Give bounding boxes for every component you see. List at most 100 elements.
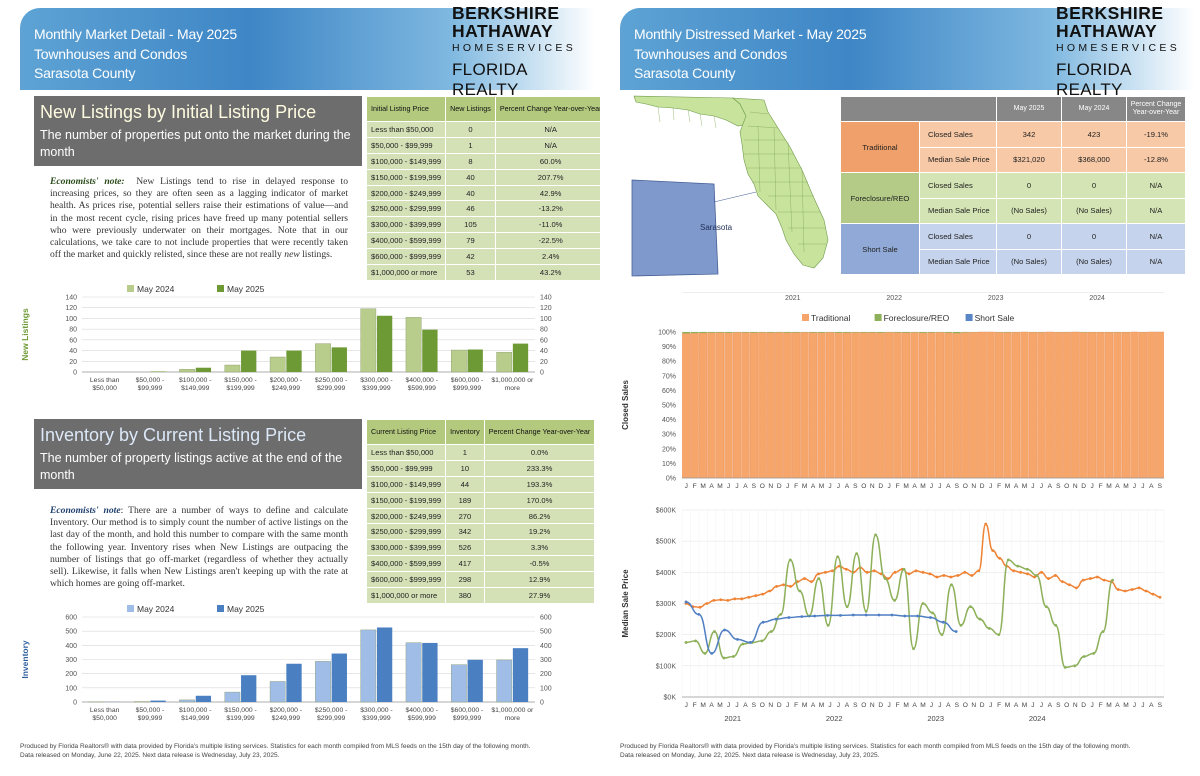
table-cell: $1,000,000 or more (367, 265, 446, 280)
y-tick-label: $500K (656, 539, 677, 546)
month-tick-label: J (938, 702, 941, 709)
x-tick-label: $250,000 -$299,999 (315, 377, 348, 392)
month-tick-label: O (963, 702, 968, 709)
table-header-row: Initial Listing Price New Listings Percent… (367, 97, 600, 121)
month-tick-label: J (888, 483, 891, 490)
bar-foreclosure (724, 332, 733, 333)
bar-traditional (944, 332, 953, 479)
month-tick-label: J (930, 702, 933, 709)
note-end: listings. (299, 249, 333, 261)
month-tick-label: M (903, 483, 909, 490)
month-tick-label: O (861, 702, 866, 709)
data-point (824, 570, 827, 574)
month-tick-label: J (888, 702, 891, 709)
month-tick-label: S (1056, 483, 1061, 490)
data-point (830, 569, 834, 573)
month-tick-label: A (1014, 702, 1019, 709)
table-cell: 105 (446, 217, 495, 233)
data-point (723, 628, 726, 632)
bar-traditional (834, 332, 843, 479)
legend-label: May 2024 (137, 285, 175, 294)
y2-tick-label: 0 (540, 700, 544, 707)
bar-may-2025 (467, 349, 483, 372)
line-short-sale (685, 601, 957, 655)
x-tick-label: Less than $50,000 (90, 707, 120, 722)
table-cell: $250,000 - $299,999 (367, 201, 446, 217)
bar-may-2024 (360, 629, 377, 703)
table-row: $50,000 - $99,999 10 233.3% (367, 460, 595, 476)
new-listings-section-header: New Listings by Initial Listing Price Th… (34, 96, 362, 166)
bar-traditional (918, 332, 928, 479)
month-tick-label: J (1090, 702, 1093, 709)
table-cell: 342 (446, 524, 484, 540)
bar-traditional (978, 331, 987, 479)
month-tick-label: M (920, 702, 926, 709)
dist-row: Median Sale Price $321,020 $368,000 -12.8% (841, 147, 1185, 172)
data-point (844, 567, 848, 571)
bar-foreclosure (749, 332, 758, 333)
brand-line3: HOMESERVICES (452, 42, 577, 54)
dist-header-cell: Percent Change Year-over-Year (1127, 97, 1185, 121)
data-point (864, 609, 868, 613)
month-tick-label: M (717, 702, 723, 709)
x-tick-label: $400,000 -$599,999 (405, 377, 438, 392)
table-cell: 60.0% (495, 153, 600, 169)
data-point (997, 633, 1001, 637)
legend-label: Foreclosure/REO (884, 313, 950, 323)
month-tick-label: A (709, 483, 714, 490)
data-point (942, 574, 946, 577)
data-point (754, 594, 758, 598)
data-point (956, 574, 960, 577)
bar-traditional (935, 332, 944, 479)
bar-may-2025 (286, 350, 302, 372)
month-tick-label: A (743, 483, 748, 490)
month-tick-label: A (1048, 702, 1053, 709)
right-header: Monthly Distressed Market - May 2025 Tow… (620, 8, 1195, 90)
bar-traditional (859, 332, 868, 479)
bar-may-2025 (150, 371, 166, 372)
month-tick-label: S (955, 483, 960, 490)
y-axis-title: New Listings (20, 308, 30, 361)
data-point (761, 620, 765, 624)
bar-foreclosure (690, 332, 699, 334)
bar-traditional (1121, 331, 1131, 479)
year-label: 2022 (826, 714, 843, 723)
line-traditional (685, 523, 1161, 608)
data-point (987, 627, 991, 630)
bar-foreclosure (716, 332, 724, 333)
data-point (788, 558, 792, 562)
data-point (817, 572, 820, 576)
table-cell: -13.2% (495, 201, 600, 217)
closed-sales-chart: 2021 2022 2023 2024 0% 10% 20% 30% 40% 50% 60% 70% 8… (621, 292, 1164, 490)
data-point (954, 630, 958, 633)
month-tick-label: F (794, 483, 798, 490)
data-point (1040, 570, 1043, 574)
county-borders (657, 106, 826, 253)
table-cell: 12.9% (484, 572, 595, 588)
data-point (1054, 623, 1058, 627)
inventory-subtitle: The number of property listings active a… (40, 451, 343, 482)
bar-foreclosure (741, 332, 750, 333)
bar-traditional (775, 332, 784, 479)
data-point (893, 570, 897, 574)
inventory-table: Current Listing Price Inventory Percent Ch… (366, 419, 595, 604)
month-tick-label: M (717, 483, 723, 490)
month-tick-label: A (1048, 483, 1053, 490)
month-tick-label: M (802, 702, 808, 709)
dist-cell: Closed Sales (920, 173, 996, 198)
data-point (998, 556, 1002, 560)
data-point (970, 574, 974, 577)
bar-traditional (1079, 332, 1088, 479)
bar-traditional (910, 332, 919, 479)
data-point (941, 620, 945, 624)
table-cell: 19.2% (484, 524, 595, 540)
right-footer: Produced by Florida Realtors® with data … (620, 742, 1195, 760)
brand-logo-left: BERKSHIRE HATHAWAY HOMESERVICES FLORIDA … (452, 4, 592, 100)
footer-line2: Data released on Monday, June 22, 2025. … (620, 752, 880, 759)
y-tick-label: 100 (65, 685, 77, 692)
bar-foreclosure (707, 332, 716, 333)
month-tick-label: A (946, 483, 951, 490)
data-point (775, 584, 779, 588)
month-tick-label: M (1005, 483, 1011, 490)
month-tick-label: M (700, 483, 706, 490)
